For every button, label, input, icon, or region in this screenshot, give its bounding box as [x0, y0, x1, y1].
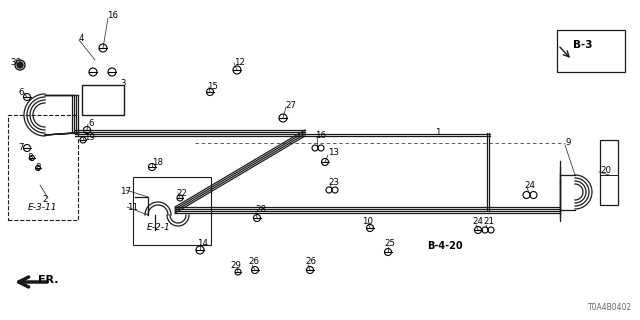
- Text: 4: 4: [79, 34, 84, 43]
- Text: 21: 21: [483, 218, 494, 227]
- Text: T0A4B0402: T0A4B0402: [588, 303, 632, 312]
- Text: FR.: FR.: [38, 275, 58, 285]
- Text: 7: 7: [18, 142, 24, 151]
- Text: 6: 6: [18, 87, 24, 97]
- Text: 11: 11: [127, 204, 138, 212]
- Text: 3: 3: [120, 78, 125, 87]
- Text: B-4-20: B-4-20: [427, 241, 463, 251]
- Text: 9: 9: [565, 138, 570, 147]
- Text: 26: 26: [248, 258, 259, 267]
- Bar: [600, 140, 618, 205]
- Text: 16: 16: [107, 11, 118, 20]
- Text: 2: 2: [42, 196, 47, 204]
- Text: 24: 24: [472, 218, 483, 227]
- Text: 20: 20: [600, 165, 611, 174]
- Bar: [557, 30, 625, 72]
- Text: 24: 24: [524, 180, 535, 189]
- Text: E-2-1: E-2-1: [147, 223, 171, 233]
- Bar: [8, 115, 78, 220]
- Text: 19: 19: [84, 132, 95, 141]
- Text: 16: 16: [315, 131, 326, 140]
- Text: 23: 23: [328, 178, 339, 187]
- Text: E-3-11: E-3-11: [28, 204, 58, 212]
- Bar: [133, 177, 211, 245]
- Text: 6: 6: [88, 118, 93, 127]
- Text: 1: 1: [435, 127, 440, 137]
- Text: 12: 12: [234, 58, 245, 67]
- Text: 15: 15: [207, 82, 218, 91]
- Bar: [82, 85, 124, 115]
- Text: 10: 10: [362, 217, 373, 226]
- Text: 26: 26: [305, 258, 316, 267]
- Text: 28: 28: [255, 205, 266, 214]
- Text: 22: 22: [176, 189, 187, 198]
- Text: 30: 30: [10, 58, 21, 67]
- Circle shape: [17, 62, 23, 68]
- Text: 5: 5: [113, 99, 118, 108]
- Text: 8: 8: [35, 163, 40, 172]
- Text: 8: 8: [27, 153, 33, 162]
- Text: B-3: B-3: [573, 40, 593, 50]
- Text: 17: 17: [120, 188, 131, 196]
- Text: 14: 14: [197, 238, 208, 247]
- Text: 18: 18: [152, 157, 163, 166]
- Text: 27: 27: [285, 100, 296, 109]
- Text: 29: 29: [230, 260, 241, 269]
- Text: 25: 25: [384, 239, 395, 249]
- Text: 13: 13: [328, 148, 339, 156]
